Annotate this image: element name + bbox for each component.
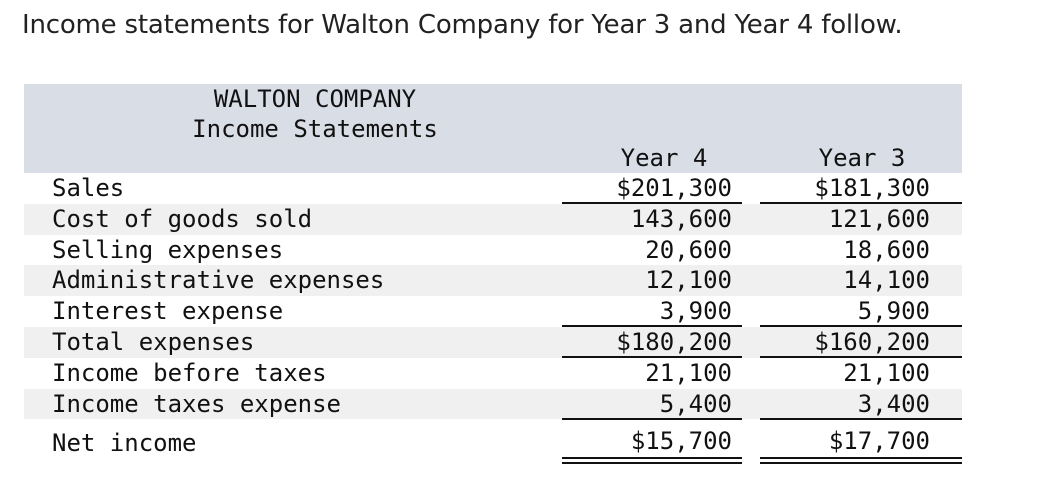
double-rule-net-year3	[760, 457, 962, 459]
table-row: Interest expense 3,900 5,900	[24, 296, 962, 327]
column-header-year3: Year 3	[818, 144, 906, 172]
value-year3: 18,600	[843, 235, 930, 264]
underline-sales-year3	[760, 202, 962, 204]
question-prompt: Income statements for Walton Company for…	[22, 10, 903, 40]
underline-total-year4	[562, 356, 742, 358]
value-year4: $201,300	[616, 174, 732, 202]
column-header-year4: Year 4	[620, 144, 708, 172]
value-year4: 143,600	[630, 204, 732, 233]
income-statement-table: WALTON COMPANY Income Statements Year 4 …	[24, 84, 962, 465]
underline-interest-year3	[760, 325, 962, 327]
value-year4: 3,900	[659, 297, 732, 326]
value-year4: $180,200	[616, 327, 732, 356]
net-income-row: Net income $15,700 $17,700	[24, 419, 962, 465]
double-rule-net-year4-lower	[562, 462, 742, 464]
underline-total-year3	[760, 356, 962, 358]
net-income-year4: $15,700	[630, 427, 732, 456]
value-year3: $160,200	[814, 327, 930, 356]
value-year3: 14,100	[843, 266, 930, 295]
table-row: Income before taxes 21,100 21,100	[24, 358, 962, 389]
company-name: WALTON COMPANY	[213, 85, 417, 113]
value-year3: 121,600	[828, 204, 930, 233]
statement-title: Income Statements	[192, 115, 438, 143]
value-year3: 3,400	[857, 389, 930, 418]
double-rule-net-year3-lower	[760, 462, 962, 464]
value-year4: 12,100	[645, 266, 732, 295]
row-label: Interest expense	[52, 297, 284, 326]
row-label: Cost of goods sold	[52, 204, 313, 233]
value-year3: 21,100	[843, 358, 930, 387]
row-label: Total expenses	[52, 327, 255, 356]
row-label: Sales	[52, 174, 125, 202]
underline-taxes-year3	[760, 418, 962, 420]
underline-interest-year4	[562, 325, 742, 327]
value-year3: $181,300	[814, 174, 930, 202]
underline-taxes-year4	[562, 418, 742, 420]
table-row: Sales $201,300 $181,300	[24, 173, 962, 204]
table-row: Total expenses $180,200 $160,200	[24, 326, 962, 358]
statement-header: WALTON COMPANY Income Statements Year 4 …	[24, 84, 962, 173]
row-label: Income before taxes	[52, 358, 327, 387]
row-label: Administrative expenses	[52, 266, 385, 295]
value-year4: 5,400	[659, 389, 732, 418]
net-income-year3: $17,700	[828, 427, 930, 456]
double-rule-net-year4	[562, 457, 742, 459]
value-year3: 5,900	[857, 297, 930, 326]
table-row: Cost of goods sold 143,600 121,600	[24, 203, 962, 235]
value-year4: 21,100	[645, 358, 732, 387]
row-label: Income taxes expense	[52, 389, 341, 418]
table-row: Selling expenses 20,600 18,600	[24, 235, 962, 266]
table-row: Income taxes expense 5,400 3,400	[24, 388, 962, 420]
row-label: Selling expenses	[52, 235, 284, 264]
value-year4: 20,600	[645, 235, 732, 264]
underline-sales-year4	[562, 202, 742, 204]
table-row: Administrative expenses 12,100 14,100	[24, 265, 962, 297]
net-income-label: Net income	[52, 429, 197, 458]
